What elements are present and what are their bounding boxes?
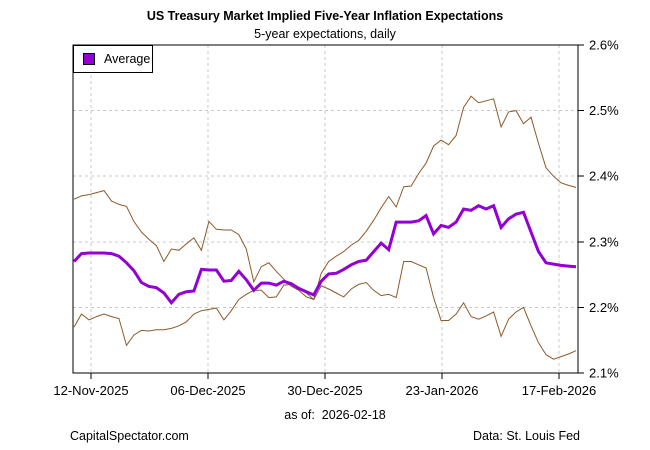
data-source: Data: St. Louis Fed [472,429,580,443]
series-average-line [72,203,577,306]
y-tick-label: 2.5% [589,103,619,118]
x-tick-label: 17-Feb-2026 [522,383,596,398]
series-lower-band-line [73,261,577,360]
y-tick-label: 2.2% [589,300,619,315]
chart-subtitle: 5-year expectations, daily [254,27,396,41]
x-tick-label: 23-Jan-2026 [406,383,479,398]
source-site: CapitalSpectator.com [70,429,189,443]
y-tick-label: 2.4% [589,169,619,184]
plot-border [72,44,579,374]
chart-title: US Treasury Market Implied Five-Year Inf… [146,9,504,23]
x-tick-label: 30-Dec-2025 [287,383,362,398]
y-tick-label: 2.1% [589,366,619,381]
y-tick-label: 2.3% [589,234,619,249]
y-tick-label: 2.6% [589,38,619,53]
x-tick-label: 12-Nov-2025 [53,383,128,398]
series-upper-band-line [73,95,577,301]
x-tick-label: 06-Dec-2025 [170,383,245,398]
legend-label: Average [104,52,151,66]
legend: Average [73,45,153,73]
as-of-note: as of: 2026-02-18 [284,408,386,422]
average-series-swatch-icon [83,53,95,65]
